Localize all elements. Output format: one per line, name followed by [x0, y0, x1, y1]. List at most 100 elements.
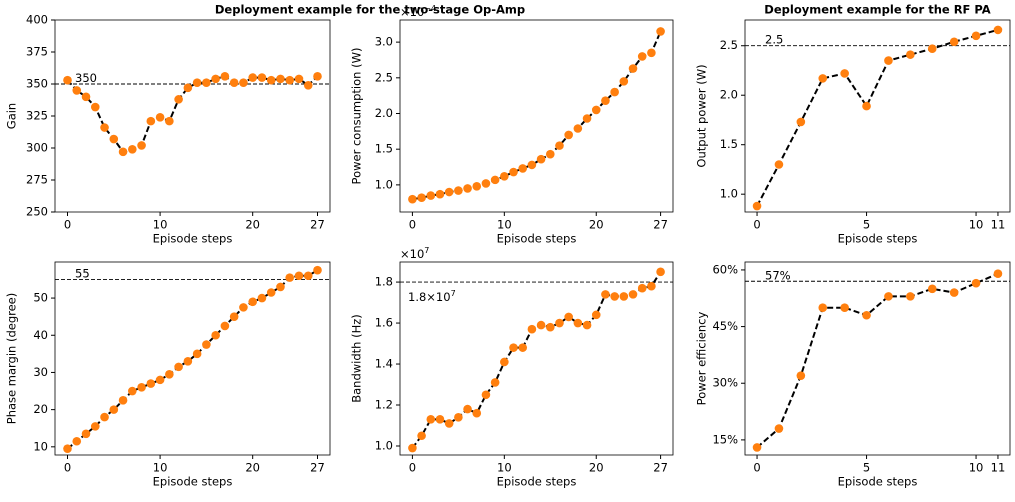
data-point	[949, 37, 959, 47]
data-point	[591, 310, 601, 320]
data-point	[591, 105, 601, 115]
data-point	[628, 64, 638, 73]
data-point	[417, 193, 426, 203]
data-point	[527, 160, 537, 170]
data-point	[100, 123, 109, 132]
data-point	[656, 27, 665, 36]
y-tick-label: 1.5	[720, 137, 738, 151]
x-tick-label: 0	[64, 461, 71, 475]
y-tick-label: 60%	[712, 262, 738, 276]
data-point	[294, 74, 304, 84]
x-tick-label: 20	[245, 218, 260, 232]
data-point	[81, 429, 91, 439]
reference-label-text: 55	[75, 266, 90, 280]
reference-label: 2.5	[765, 32, 783, 46]
data-point	[72, 86, 82, 95]
y-tick-label: 2.5	[720, 38, 738, 52]
data-point	[202, 340, 211, 349]
data-point	[796, 117, 806, 127]
data-point	[90, 422, 100, 431]
data-point	[239, 78, 248, 88]
data-point	[109, 134, 119, 144]
data-point	[155, 112, 165, 122]
data-point	[137, 141, 146, 150]
data-point	[637, 283, 647, 293]
data-point	[202, 78, 211, 88]
offset-exponent: 7	[424, 246, 429, 255]
y-tick-label: 375	[26, 45, 48, 59]
data-point	[774, 160, 784, 169]
data-point	[545, 322, 555, 332]
data-point	[752, 201, 762, 211]
data-point	[303, 271, 313, 281]
data-point	[463, 184, 472, 193]
y-tick-label: 1.0	[375, 438, 393, 452]
x-tick-label: 27	[653, 218, 668, 232]
data-point	[229, 312, 239, 321]
data-point	[472, 182, 482, 191]
offset-text: ×107	[400, 246, 429, 261]
data-point	[220, 72, 230, 81]
y-tick-label: 400	[26, 13, 48, 27]
data-point	[463, 404, 472, 414]
reference-label: 57%	[765, 268, 791, 282]
data-point	[971, 31, 981, 41]
y-tick-label: 1.5	[375, 142, 393, 156]
data-point	[884, 292, 893, 301]
data-point	[266, 288, 276, 297]
y-tick-label: 250	[26, 205, 48, 219]
x-tick-label: 20	[589, 461, 604, 475]
x-tick-label: 10	[497, 218, 512, 232]
data-point	[518, 343, 528, 352]
x-tick-label: 0	[753, 461, 760, 475]
data-point	[90, 102, 100, 112]
data-point	[435, 189, 445, 199]
reference-label-text: 2.5	[765, 32, 783, 46]
data-point	[266, 75, 276, 85]
data-point	[220, 321, 230, 331]
data-point	[229, 78, 239, 88]
x-axis-label: Episode steps	[838, 475, 918, 489]
data-point	[100, 412, 109, 422]
data-point	[752, 443, 762, 452]
y-tick-label: 300	[26, 141, 48, 155]
y-tick-label: 1.6	[375, 316, 393, 330]
reference-label-text: 1.8×10	[408, 290, 451, 304]
series-line	[66, 269, 319, 450]
series-line	[411, 271, 662, 449]
data-point	[128, 144, 137, 154]
data-point	[500, 357, 509, 367]
data-point	[118, 396, 128, 405]
x-tick-label: 10	[969, 461, 984, 475]
data-point	[248, 297, 257, 307]
y-tick-label: 1.0	[375, 177, 393, 191]
data-point	[408, 443, 417, 453]
data-point	[610, 87, 619, 97]
x-tick-label: 27	[310, 461, 325, 475]
data-point	[518, 164, 528, 173]
offset-base: ×10	[400, 247, 424, 261]
data-point	[285, 75, 295, 85]
data-point	[81, 92, 91, 102]
data-point	[647, 281, 656, 291]
data-point	[619, 77, 629, 86]
y-tick-label: 2.0	[375, 106, 393, 120]
data-point	[610, 292, 619, 301]
data-point	[601, 290, 610, 299]
axes-frame	[54, 19, 331, 213]
y-axis-label: Output power (W)	[695, 64, 709, 167]
data-point	[63, 444, 72, 453]
data-point	[248, 73, 257, 82]
x-tick-label: 0	[64, 218, 71, 232]
data-point	[118, 147, 128, 157]
y-axis-label: Phase margin (degree)	[5, 293, 19, 424]
data-point	[582, 114, 592, 123]
y-tick-label: 40	[33, 328, 48, 342]
data-point	[509, 167, 518, 177]
y-axis-label: Gain	[5, 103, 19, 129]
data-point	[165, 116, 174, 126]
data-point	[481, 179, 491, 188]
data-point	[971, 278, 981, 288]
reference-label-exponent: 7	[451, 289, 456, 298]
